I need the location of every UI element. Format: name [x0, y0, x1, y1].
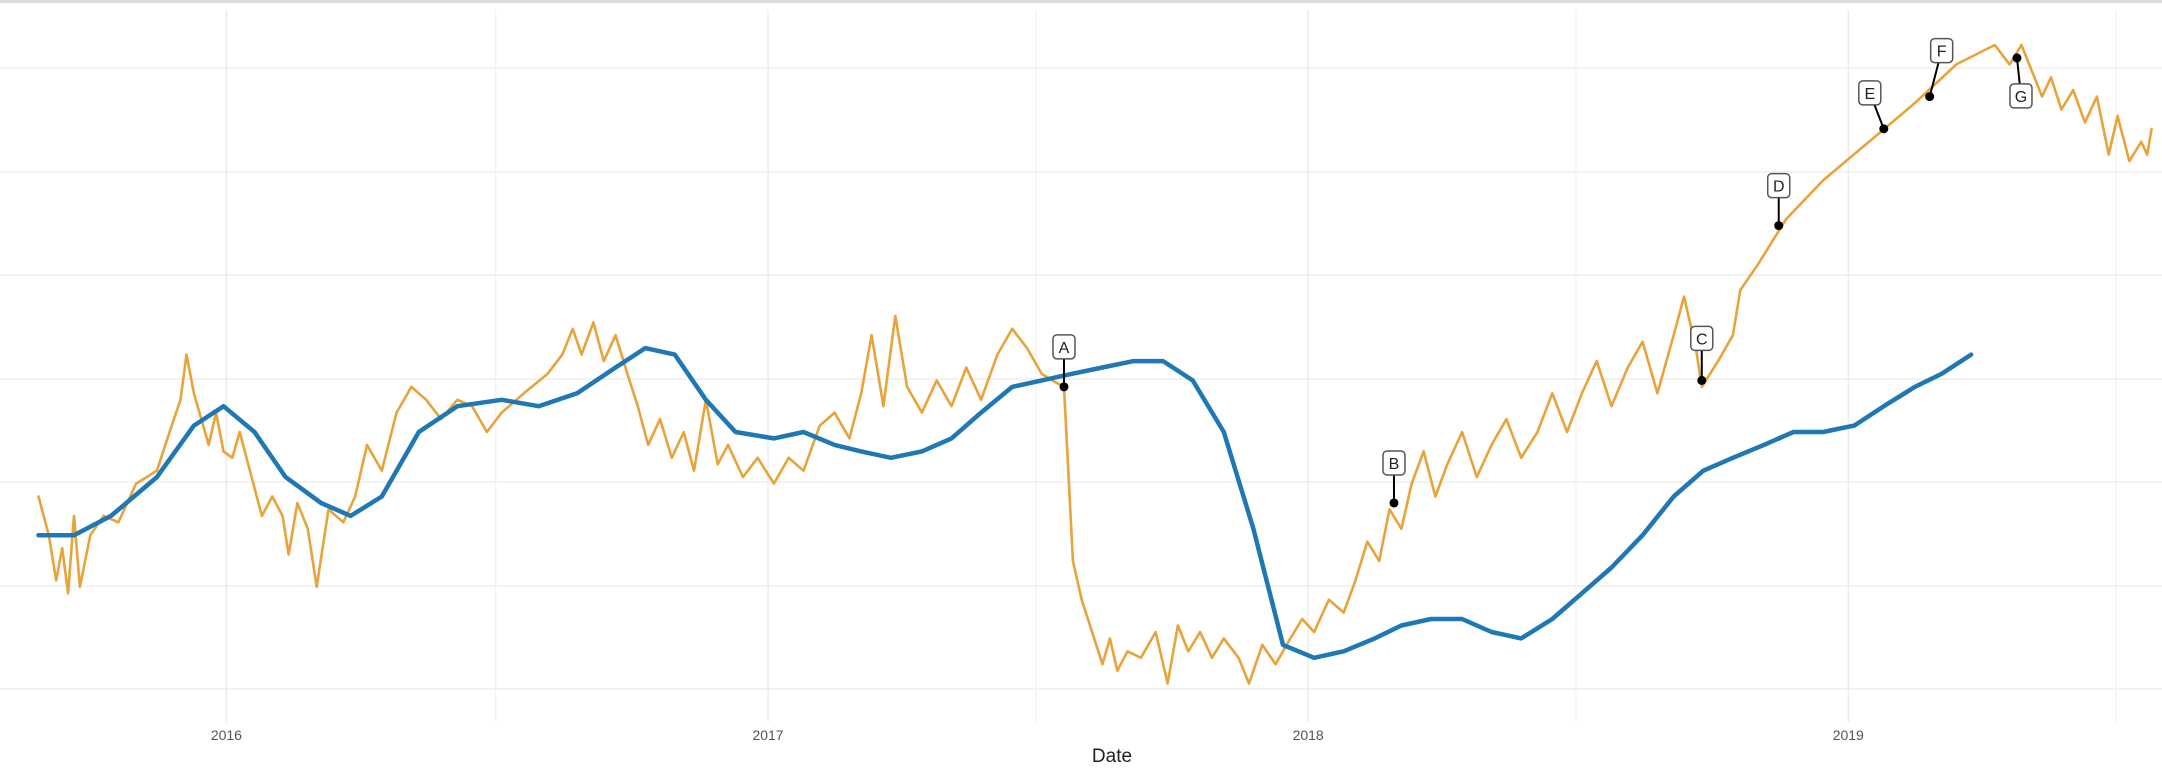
annotation-point-f	[1925, 92, 1934, 101]
annotation-point-a	[1059, 382, 1068, 391]
raw-series	[39, 45, 2152, 684]
x-tick-label-2018: 2018	[1293, 727, 1324, 743]
annotation-e: E	[1859, 81, 1889, 134]
annotation-label-a: A	[1059, 340, 1070, 357]
annotation-d: D	[1768, 174, 1790, 231]
x-tick-label-2019: 2019	[1833, 727, 1864, 743]
grid	[0, 10, 2162, 722]
annotation-label-f: F	[1937, 44, 1947, 61]
annotation-point-g	[2012, 53, 2021, 62]
annotation-point-b	[1389, 498, 1398, 507]
annotation-label-c: C	[1696, 331, 1708, 348]
annotation-point-d	[1774, 221, 1783, 230]
annotation-f: F	[1925, 39, 1953, 102]
annotation-point-c	[1697, 376, 1706, 385]
raw-series-line	[39, 45, 2152, 684]
x-tick-label-2017: 2017	[752, 727, 783, 743]
annotation-label-e: E	[1864, 86, 1875, 103]
annotation-label-d: D	[1773, 179, 1785, 196]
annotation-label-b: B	[1389, 456, 1400, 473]
top-border	[0, 0, 2162, 3]
x-tick-label-2016: 2016	[211, 727, 242, 743]
x-ticks: 2016 2017 2018 2019	[211, 727, 1864, 743]
annotation-b: B	[1383, 451, 1405, 508]
smooth-series-line	[39, 348, 1972, 658]
annotations: A B C D E F G	[1053, 39, 2032, 508]
annotation-label-g: G	[2015, 89, 2027, 106]
x-axis-label: Date	[1092, 746, 1132, 767]
annotation-point-e	[1879, 124, 1888, 133]
smooth-series	[39, 348, 1972, 658]
